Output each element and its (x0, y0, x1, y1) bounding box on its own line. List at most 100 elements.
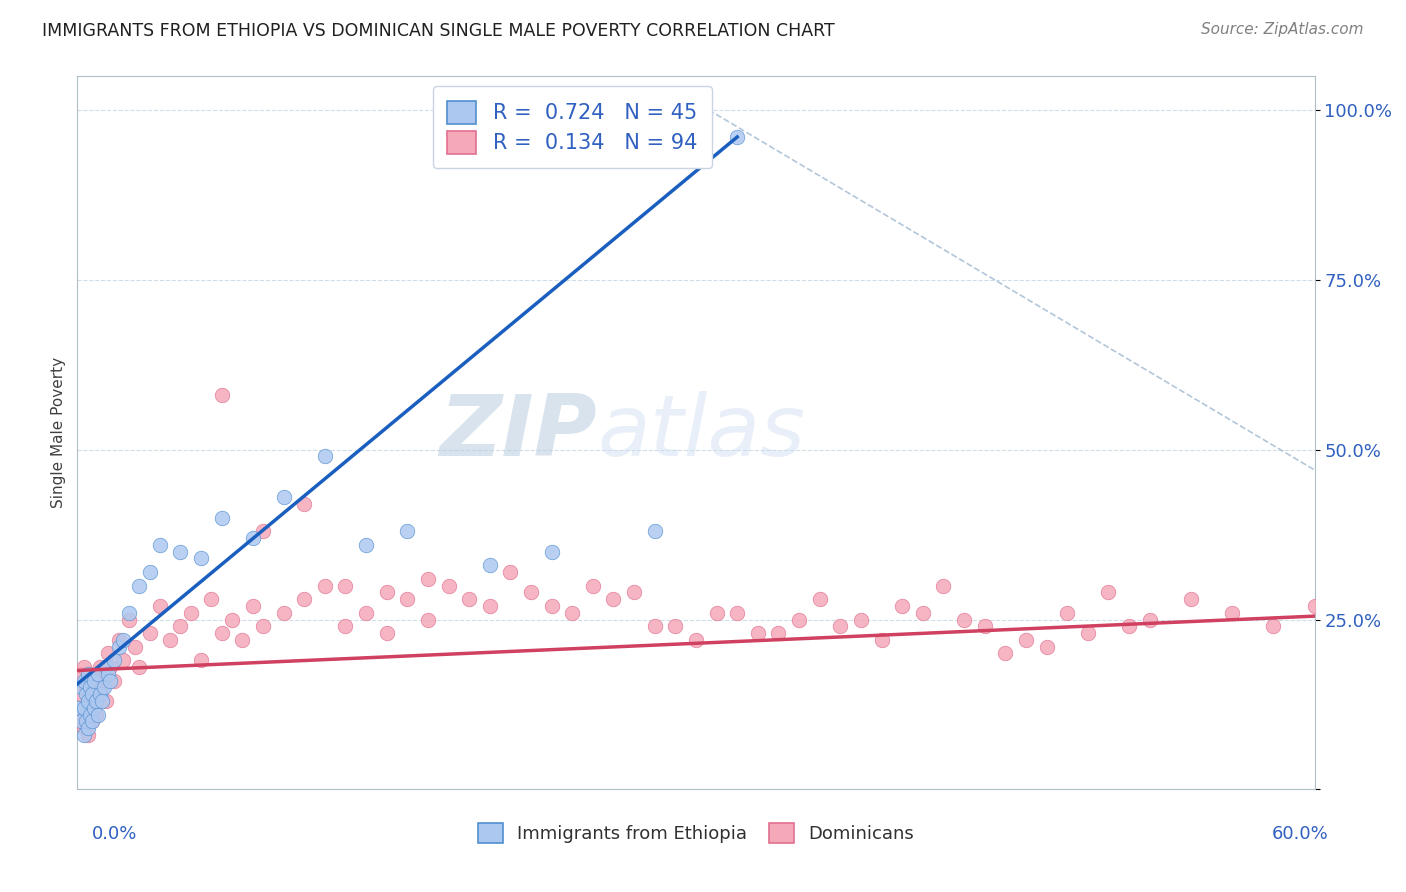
Point (830, 619, 852, 633)
Point (870, 632, 893, 647)
Point (561, 606, 583, 620)
Point (242, 531, 264, 545)
Point (84, 707, 107, 722)
Point (70, 681, 93, 695)
Point (1220, 606, 1243, 620)
Point (1056, 606, 1078, 620)
Point (84, 694, 107, 708)
Point (540, 599, 562, 613)
Point (76, 694, 98, 708)
Point (72, 728, 94, 742)
Point (76, 681, 98, 695)
Point (190, 551, 212, 566)
Point (211, 388, 233, 402)
Point (96, 694, 118, 708)
Point (375, 626, 398, 640)
Point (787, 613, 810, 627)
Point (664, 619, 686, 633)
Point (375, 585, 398, 599)
Text: Source: ZipAtlas.com: Source: ZipAtlas.com (1201, 22, 1364, 37)
Point (80, 681, 103, 695)
Point (169, 544, 191, 558)
Point (89, 687, 111, 701)
Text: 60.0%: 60.0% (1272, 825, 1329, 843)
Point (211, 626, 233, 640)
Point (91, 681, 114, 695)
Point (273, 490, 295, 504)
Point (75, 673, 97, 688)
Point (437, 578, 460, 592)
Point (242, 599, 264, 613)
Point (354, 606, 377, 620)
Point (396, 524, 419, 538)
Point (499, 565, 522, 579)
Point (540, 544, 562, 558)
Point (416, 613, 439, 627)
Point (84, 673, 107, 688)
Point (396, 592, 419, 607)
Point (79, 701, 101, 715)
Point (138, 565, 160, 579)
Point (138, 626, 160, 640)
Text: 0.0%: 0.0% (91, 825, 136, 843)
Point (252, 524, 274, 538)
Point (911, 606, 934, 620)
Point (149, 538, 172, 552)
Point (80, 687, 103, 701)
Point (1118, 619, 1140, 633)
Point (67, 701, 90, 715)
Point (231, 632, 253, 647)
Point (70, 666, 93, 681)
Point (97, 647, 120, 661)
Point (93, 666, 115, 681)
Point (602, 592, 624, 607)
Point (70, 714, 93, 729)
Point (292, 497, 315, 511)
Point (1263, 619, 1285, 633)
Y-axis label: Single Male Poverty: Single Male Poverty (51, 357, 66, 508)
Point (685, 632, 707, 647)
Point (1015, 632, 1038, 647)
Point (107, 640, 129, 654)
Text: IMMIGRANTS FROM ETHIOPIA VS DOMINICAN SINGLE MALE POVERTY CORRELATION CHART: IMMIGRANTS FROM ETHIOPIA VS DOMINICAN SI… (42, 22, 835, 40)
Point (76, 721, 98, 735)
Point (314, 578, 336, 592)
Point (190, 653, 212, 667)
Point (103, 673, 125, 688)
Point (314, 450, 336, 464)
Point (644, 619, 666, 633)
Point (103, 653, 125, 667)
Point (87, 707, 110, 722)
Point (87, 687, 110, 701)
Point (159, 632, 181, 647)
Point (180, 606, 202, 620)
Point (273, 606, 295, 620)
Point (211, 510, 233, 524)
Point (1139, 613, 1161, 627)
Point (149, 599, 172, 613)
Point (75, 687, 97, 701)
Point (67, 714, 90, 729)
Point (725, 606, 748, 620)
Point (221, 613, 243, 627)
Point (87, 666, 110, 681)
Point (76, 666, 98, 681)
Point (706, 606, 728, 620)
Point (354, 538, 377, 552)
Point (111, 653, 134, 667)
Text: atlas: atlas (598, 391, 806, 475)
Point (118, 606, 141, 620)
Point (72, 701, 94, 715)
Point (128, 578, 150, 592)
Point (1035, 640, 1057, 654)
Point (994, 647, 1017, 661)
Point (93, 681, 115, 695)
Text: ZIP: ZIP (439, 391, 598, 475)
Point (83, 694, 105, 708)
Point (478, 599, 501, 613)
Point (98, 660, 121, 674)
Point (644, 524, 666, 538)
Point (80, 714, 103, 729)
Point (292, 592, 315, 607)
Point (478, 558, 501, 573)
